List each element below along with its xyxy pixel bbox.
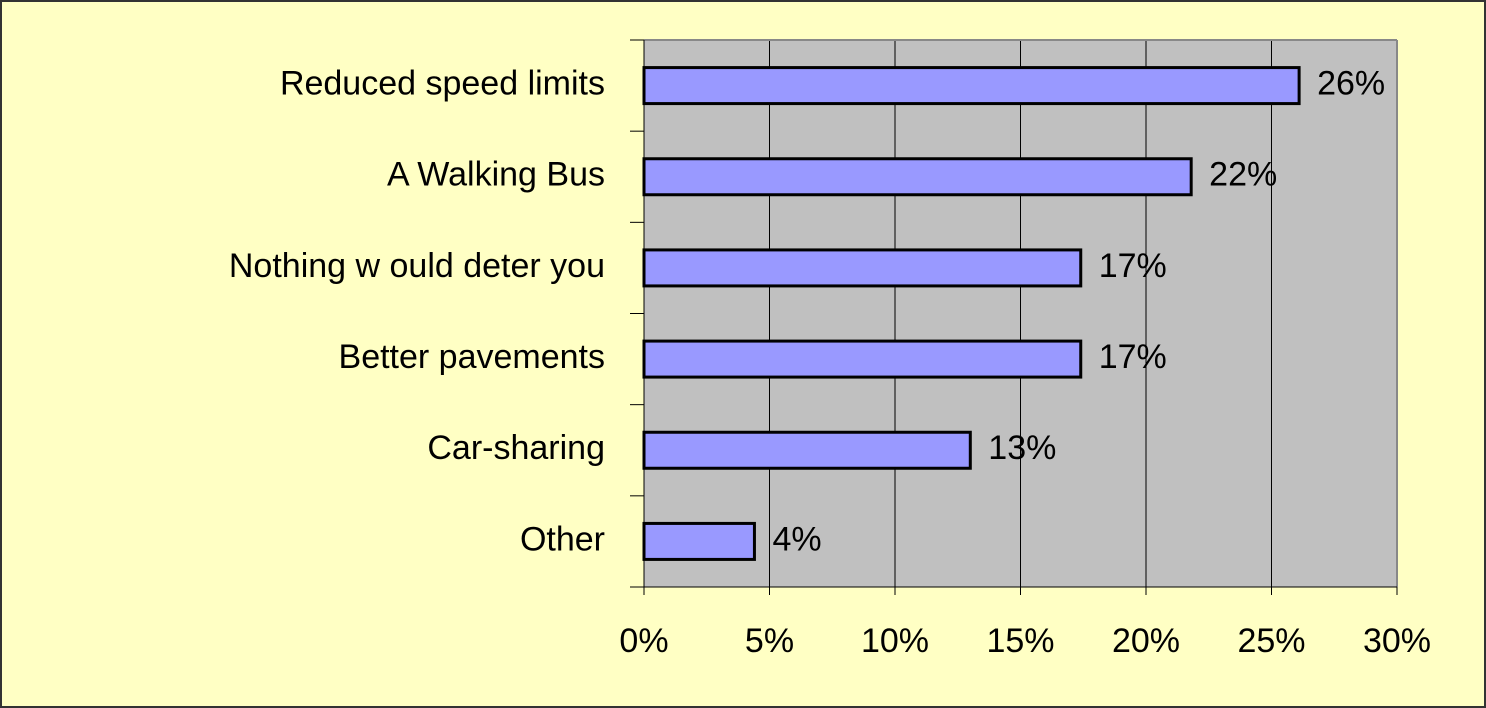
x-tick-label: 30%: [1363, 622, 1431, 660]
value-label: 17%: [1099, 338, 1167, 376]
y-tick-label: Other: [520, 520, 605, 558]
y-tick-label: Better pavements: [339, 338, 605, 376]
value-label: 13%: [988, 429, 1056, 467]
x-tick-label: 0%: [619, 622, 668, 660]
value-label: 17%: [1099, 247, 1167, 285]
y-tick-label: A Walking Bus: [387, 156, 605, 194]
y-tick-label: Reduced speed limits: [280, 65, 605, 103]
x-tick-label: 5%: [745, 622, 794, 660]
bar: [642, 248, 1083, 288]
bar: [642, 157, 1193, 197]
value-label: 4%: [772, 520, 821, 558]
bar: [642, 339, 1083, 379]
value-label: 22%: [1209, 156, 1277, 194]
bar: [642, 66, 1301, 106]
y-tick-label: Car-sharing: [427, 429, 605, 467]
x-tick-label: 15%: [986, 622, 1054, 660]
y-tick-label: Nothing w ould deter you: [229, 247, 605, 285]
bar: [642, 521, 756, 561]
x-tick-label: 25%: [1237, 622, 1305, 660]
value-label: 26%: [1317, 65, 1385, 103]
bar: [642, 430, 972, 470]
x-tick-label: 10%: [861, 622, 929, 660]
x-tick-label: 20%: [1112, 622, 1180, 660]
